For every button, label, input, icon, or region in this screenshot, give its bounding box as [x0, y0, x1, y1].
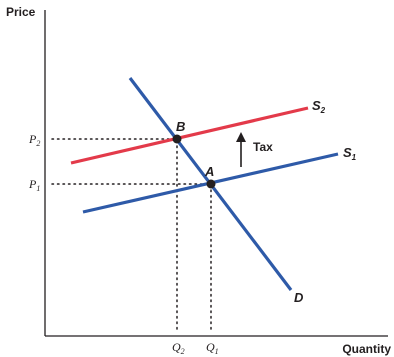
curve-label-d: D: [294, 290, 304, 305]
curve-label-s2: S2: [312, 98, 326, 115]
equilibrium-point-a: [206, 179, 216, 189]
quantity-tick-label: Q1: [206, 340, 219, 356]
quantity-tick-label: Q2: [172, 340, 185, 356]
equilibrium-point-b: [172, 134, 182, 144]
curve-label-s1: S1: [343, 145, 357, 162]
tax-arrow-icon: [236, 132, 246, 142]
y-axis-title: Price: [6, 5, 36, 19]
tax-label: Tax: [253, 140, 273, 154]
point-label-b: B: [176, 119, 185, 134]
x-axis-title: Quantity: [342, 342, 391, 356]
price-tick-label: P1: [28, 177, 40, 193]
price-tick-label: P2: [28, 132, 40, 148]
supply-curve-s2: [70, 106, 309, 165]
point-label-a: A: [204, 164, 214, 179]
